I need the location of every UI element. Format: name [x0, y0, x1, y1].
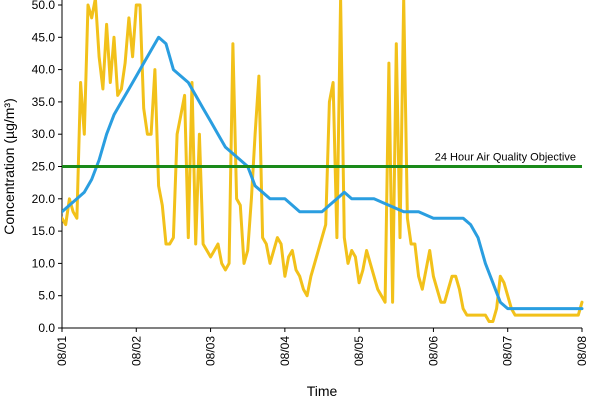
y-tick-label: 35.0 — [32, 95, 56, 109]
x-axis-title: Time — [307, 383, 338, 399]
y-axis-title: Concentration (µg/m³) — [1, 98, 17, 234]
x-tick-label: 08/01 — [55, 336, 69, 366]
y-tick-label: 20.0 — [32, 192, 56, 206]
x-tick-label: 08/07 — [501, 336, 515, 366]
x-tick-label: 08/08 — [575, 336, 589, 366]
x-tick-label: 08/05 — [352, 336, 366, 366]
x-axis-ticks: 08/01 08/02 08/03 08/04 08/05 08/06 08/07 08/08 — [55, 328, 589, 366]
y-axis-ticks: 0.0 5.0 10.0 15.0 20.0 25.0 30.0 35.0 40.0 45.0 50… — [32, 0, 62, 335]
axes — [61, 0, 582, 329]
reference-line-label: 24 Hour Air Quality Objective — [435, 152, 576, 164]
x-tick-label: 08/04 — [278, 336, 292, 366]
y-tick-label: 40.0 — [32, 63, 56, 77]
x-tick-label: 08/06 — [426, 336, 440, 366]
series-line-2 — [62, 35, 584, 311]
y-tick-label: 15.0 — [32, 224, 56, 238]
series-layer — [62, 0, 584, 323]
y-tick-label: 25.0 — [32, 160, 56, 174]
y-tick-label: 10.0 — [32, 256, 56, 270]
y-tick-label: 0.0 — [38, 321, 55, 335]
y-tick-label: 30.0 — [32, 127, 56, 141]
y-tick-label: 50.0 — [32, 0, 56, 12]
x-tick-label: 08/03 — [204, 336, 218, 366]
y-tick-label: 45.0 — [32, 30, 56, 44]
y-tick-label: 5.0 — [38, 289, 55, 303]
x-tick-label: 08/02 — [129, 336, 143, 366]
series-line-1 — [62, 0, 584, 323]
